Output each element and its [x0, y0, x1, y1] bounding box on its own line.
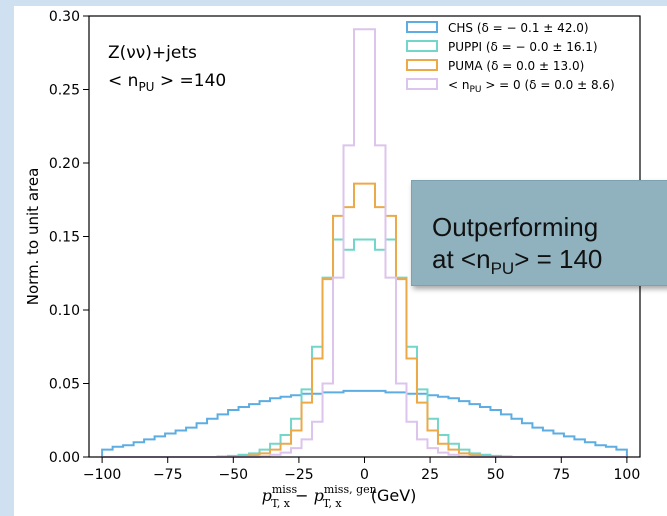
callout-line2: at <nPU> = 140 [432, 244, 602, 279]
legend-label-sub: PU [469, 85, 481, 95]
annotation-pileup-post: > =140 [154, 71, 226, 91]
y-axis-label: Norm. to unit area [24, 168, 42, 306]
callout-box: Outperforming at <nPU> = 140 [411, 180, 667, 286]
annotation-process: Z(νν)+jets [108, 43, 197, 63]
callout-line2-pre: at <n [432, 244, 491, 274]
x-label-sub2: T, x [323, 497, 343, 510]
y-tick-label: 0.10 [49, 303, 80, 319]
annotation-pileup-sub: PU [138, 80, 154, 94]
x-tick-label: −75 [153, 467, 183, 483]
legend-label-2: PUMA (δ = 0.0 ± 13.0) [448, 59, 584, 73]
legend-label-3: < nPU > = 0 (δ = 0.0 ± 8.6) [448, 78, 615, 95]
callout-line2-post: > = 140 [514, 244, 603, 274]
x-tick-label: −25 [284, 467, 314, 483]
x-label-unit: (GeV) [366, 486, 417, 505]
x-label-sub: T, x [271, 497, 291, 510]
x-axis-label: pmiss T, x − pmiss, gen T, x (GeV) [262, 483, 417, 510]
series-line-0 [101, 389, 628, 457]
x-tick-label: −50 [219, 467, 249, 483]
y-tick-label: 0.05 [49, 377, 80, 393]
legend-swatch-2 [406, 59, 438, 71]
annotation-pileup: < nPU > =140 [108, 71, 226, 94]
y-tick-label: 0.20 [49, 156, 80, 172]
y-tick-label: 0.25 [49, 83, 80, 99]
callout-line1: Outperforming [432, 212, 599, 242]
x-label-sup2: miss, gen [324, 483, 377, 496]
x-tick-label: −100 [83, 467, 121, 483]
x-tick-label: 0 [360, 467, 369, 483]
y-tick-label: 0.15 [49, 230, 80, 246]
y-tick-label: 0.00 [49, 450, 80, 466]
x-tick-label: 75 [552, 467, 570, 483]
met-resolution-chart: −100 −75 −50 −25 0 25 50 75 100 0.00 0.05 0.10 0.15 0… [24, 9, 641, 510]
legend-swatch-0 [406, 21, 438, 33]
legend-swatch-1 [406, 40, 438, 52]
annotation-pileup-pre: < n [108, 71, 138, 91]
y-tick-label: 0.30 [49, 9, 80, 25]
legend-label-rest: > = 0 (δ = 0.0 ± 8.6) [482, 78, 615, 92]
legend-swatch-3 [406, 78, 438, 90]
x-label-sup: miss [272, 483, 298, 496]
x-label-p: p [262, 486, 272, 505]
legend-label-pre: < n [448, 78, 469, 92]
x-label-p2: p [314, 486, 324, 505]
x-label-minus: − [290, 486, 314, 505]
x-tick-label: 100 [614, 467, 641, 483]
legend-label-0: CHS (δ = − 0.1 ± 42.0) [448, 21, 589, 35]
x-tick-label: 50 [487, 467, 505, 483]
x-tick-label: 25 [421, 467, 439, 483]
legend-label-1: PUPPI (δ = − 0.0 ± 16.1) [448, 40, 598, 54]
callout-line2-sub: PU [490, 259, 515, 278]
